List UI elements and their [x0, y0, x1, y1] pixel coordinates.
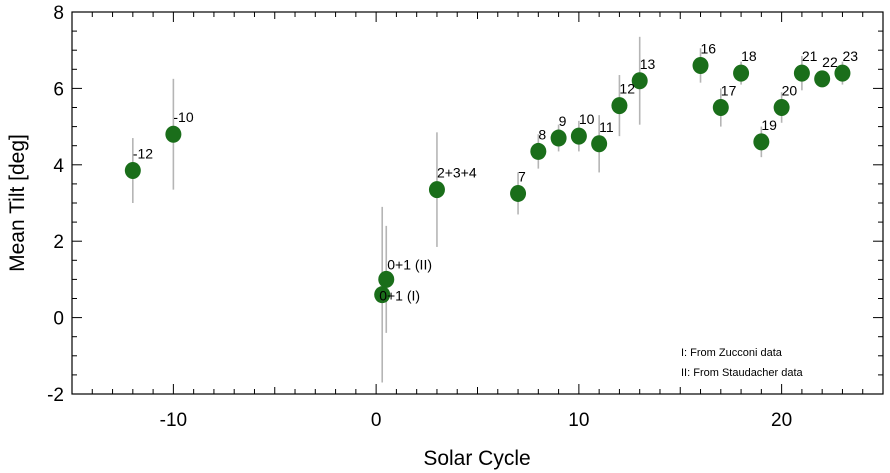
- point-label: 7: [518, 168, 526, 184]
- y-tick-label: 8: [53, 3, 64, 24]
- point-label: 10: [579, 111, 595, 127]
- x-tick-label: -10: [160, 410, 187, 431]
- data-point-marker: [692, 56, 709, 74]
- point-label: 22: [822, 54, 838, 70]
- point-label: 0+1 (II): [387, 256, 432, 272]
- data-point-layer: [124, 56, 851, 304]
- point-label: 12: [619, 81, 635, 97]
- data-point-marker: [591, 135, 608, 153]
- y-tick-label: 0: [53, 309, 64, 330]
- data-point-marker: [712, 99, 729, 116]
- data-point-marker: [374, 286, 391, 304]
- y-tick-label: -2: [47, 385, 64, 406]
- point-label: 16: [701, 40, 717, 56]
- point-label: -10: [173, 109, 193, 125]
- point-label: 23: [842, 48, 858, 64]
- tick-layer: -10 0 10 20 -2 0 2 4 6 8: [47, 3, 884, 431]
- data-point-marker: [530, 142, 547, 160]
- data-point-marker: [124, 162, 141, 180]
- data-point-marker: [428, 181, 445, 199]
- point-label: 20: [782, 83, 798, 99]
- data-point-marker: [834, 64, 851, 82]
- y-tick-label: 2: [53, 232, 64, 253]
- point-label: 17: [721, 83, 737, 99]
- point-label: 8: [538, 126, 546, 142]
- point-label: 2+3+4: [437, 165, 477, 181]
- annotation-staudacher: II: From Staudacher data: [681, 367, 804, 379]
- point-label-layer: -12 -10 0+1 (II) 0+1 (I) 2+3+4 7 89 10 11 12 13 16 1…: [133, 40, 858, 303]
- data-point-marker: [733, 64, 750, 82]
- data-point-marker: [550, 129, 567, 147]
- point-label: 19: [761, 117, 777, 133]
- data-point-marker: [510, 184, 527, 202]
- y-tick-label: 6: [53, 79, 64, 100]
- data-point-marker: [611, 97, 628, 115]
- data-point-marker: [570, 127, 587, 145]
- point-label: 21: [802, 48, 818, 64]
- data-point-marker: [631, 72, 648, 90]
- point-label: 0+1 (I): [379, 288, 420, 304]
- plot-frame: [71, 11, 884, 395]
- data-point-marker: [773, 99, 790, 116]
- data-point-marker: [378, 270, 395, 288]
- point-label: 11: [599, 119, 614, 135]
- point-label: 18: [741, 48, 757, 64]
- point-label: 13: [640, 56, 656, 72]
- x-tick-label: 10: [568, 410, 589, 431]
- data-point-marker: [753, 133, 770, 151]
- x-axis-title: Solar Cycle: [423, 447, 530, 470]
- y-tick-label: 4: [53, 156, 64, 177]
- data-point-marker: [793, 64, 810, 82]
- point-label: 9: [559, 113, 567, 129]
- point-label: -12: [133, 146, 153, 162]
- x-tick-label: 0: [371, 410, 382, 431]
- annotation-zucconi: I: From Zucconi data: [681, 347, 783, 359]
- data-point-marker: [165, 125, 182, 143]
- y-axis-title: Mean Tilt [deg]: [6, 134, 29, 272]
- x-tick-label: 20: [771, 410, 792, 431]
- data-point-marker: [814, 70, 831, 88]
